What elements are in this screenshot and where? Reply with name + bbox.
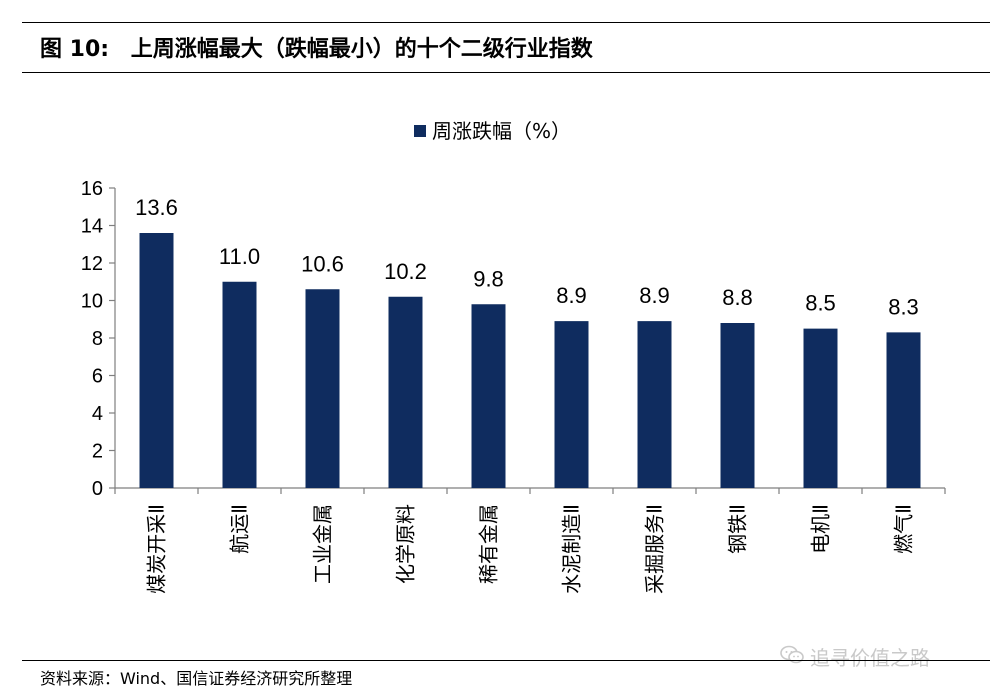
legend-label: 周涨跌幅（%） xyxy=(432,119,571,143)
y-axis: 0 2 4 6 8 10 12 14 16 xyxy=(81,178,116,500)
watermark-text: 追寻价值之路 xyxy=(810,646,930,670)
category-label: 化学原料 xyxy=(394,504,418,584)
y-tick-label: 12 xyxy=(81,253,103,275)
data-label: 8.3 xyxy=(888,294,919,319)
bar xyxy=(222,281,257,488)
category-labels: 煤炭开采Ⅱ 航运Ⅱ 工业金属 化学原料 稀有金属 水泥制造Ⅱ 采掘服务Ⅱ 钢铁Ⅱ 电机Ⅱ 燃气Ⅱ xyxy=(145,504,916,594)
y-tick-label: 0 xyxy=(92,478,103,500)
y-tick-label: 6 xyxy=(92,366,103,388)
category-label: 煤炭开采Ⅱ xyxy=(145,504,169,594)
category-label: 钢铁Ⅱ xyxy=(726,504,750,554)
category-label: 电机Ⅱ xyxy=(809,504,833,554)
data-label: 8.8 xyxy=(722,285,753,310)
bar xyxy=(720,323,755,488)
wechat-icon xyxy=(780,645,804,670)
bars xyxy=(139,233,921,488)
bar xyxy=(637,321,672,488)
top-rule xyxy=(22,22,990,23)
x-axis xyxy=(114,487,946,494)
bottom-rule xyxy=(22,660,990,661)
category-label: 航运Ⅱ xyxy=(228,504,252,554)
bar xyxy=(471,304,506,488)
y-tick-label: 4 xyxy=(92,403,103,425)
data-label: 8.9 xyxy=(556,283,587,308)
y-tick-label: 16 xyxy=(81,178,103,200)
bar-chart: 周涨跌幅（%） 0 2 4 6 8 10 12 14 16 13.6 11.0 10.6 10.2 9.… xyxy=(81,119,946,594)
source-note: 资料来源：Wind、国信证券经济研究所整理 xyxy=(40,669,353,688)
category-label: 水泥制造Ⅱ xyxy=(560,504,584,594)
y-tick-label: 2 xyxy=(92,441,103,463)
bar xyxy=(886,332,921,488)
data-label: 11.0 xyxy=(219,244,260,269)
bar xyxy=(305,289,340,488)
category-label: 采掘服务Ⅱ xyxy=(643,504,667,594)
category-label: 稀有金属 xyxy=(477,504,501,584)
category-label: 工业金属 xyxy=(311,504,335,584)
data-label: 8.5 xyxy=(805,291,836,316)
bar xyxy=(139,233,174,488)
y-tick-label: 8 xyxy=(92,328,103,350)
bar xyxy=(388,296,423,488)
y-tick-label: 10 xyxy=(81,291,103,313)
category-label: 燃气Ⅱ xyxy=(892,504,916,554)
legend-swatch xyxy=(414,125,426,137)
legend: 周涨跌幅（%） xyxy=(414,119,571,143)
data-label: 13.6 xyxy=(135,195,178,220)
title-text: 上周涨幅最大（跌幅最小）的十个二级行业指数 xyxy=(130,37,593,62)
watermark: 追寻价值之路 xyxy=(780,642,930,671)
figure-title: 图 10: 上周涨幅最大（跌幅最小）的十个二级行业指数 xyxy=(40,31,593,63)
data-label: 10.6 xyxy=(301,251,344,276)
bar xyxy=(554,321,589,488)
y-tick-label: 14 xyxy=(81,216,103,238)
title-rule xyxy=(22,72,990,73)
value-labels: 13.6 11.0 10.6 10.2 9.8 8.9 8.9 8.8 8.5 8.3 xyxy=(135,195,919,319)
bar xyxy=(803,328,838,488)
figure-number: 图 10: xyxy=(40,37,110,62)
data-label: 8.9 xyxy=(639,283,670,308)
data-label: 9.8 xyxy=(473,266,504,291)
data-label: 10.2 xyxy=(384,259,427,284)
